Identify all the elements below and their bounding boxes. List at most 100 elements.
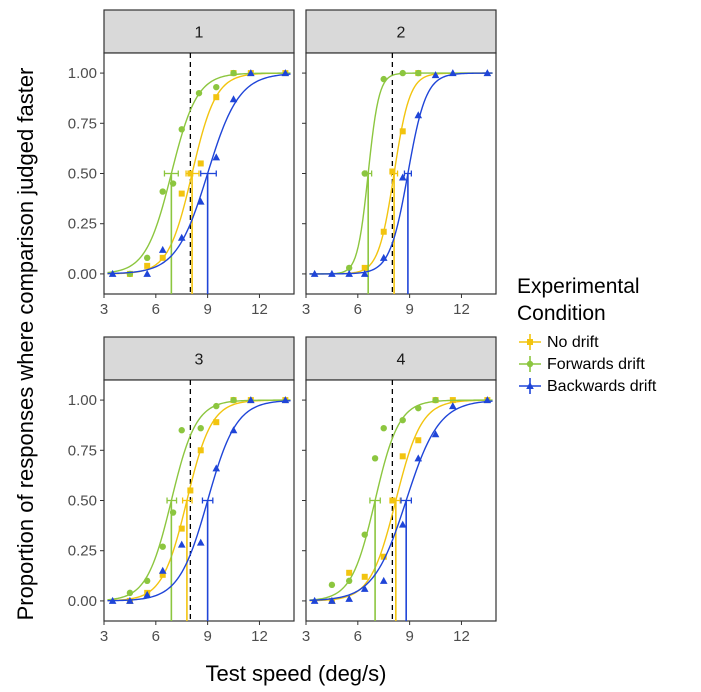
data-point-forwards-drift <box>143 577 151 585</box>
data-point-forwards-drift <box>143 254 151 262</box>
y-tick-label: 0.75 <box>68 442 97 459</box>
data-point-backwards-drift <box>328 269 336 277</box>
data-point-no-drift <box>399 128 406 135</box>
data-point-backwards-drift <box>229 95 238 103</box>
panel-frame <box>103 379 295 622</box>
panel-strip-label: 1 <box>195 25 204 42</box>
data-point-no-drift <box>213 419 220 426</box>
x-tick-label: 3 <box>100 628 108 645</box>
data-point-backwards-drift <box>345 269 353 277</box>
data-point-no-drift <box>415 437 422 444</box>
series-backwards-drift <box>309 396 493 621</box>
data-point-no-drift <box>399 453 406 460</box>
data-point-no-drift <box>178 525 185 532</box>
data-point-forwards-drift <box>169 180 177 187</box>
data-point-backwards-drift <box>379 576 388 584</box>
data-point-backwards-drift <box>281 396 290 404</box>
data-point-forwards-drift <box>328 581 336 589</box>
data-point-backwards-drift <box>360 269 369 277</box>
series-backwards-drift <box>309 69 493 294</box>
x-tick-label: 6 <box>152 628 160 645</box>
data-point-backwards-drift <box>431 71 440 79</box>
data-point-backwards-drift <box>158 245 167 253</box>
data-point-backwards-drift <box>247 69 255 77</box>
data-point-no-drift <box>159 571 166 578</box>
x-tick-label: 9 <box>203 628 211 645</box>
y-tick-label: 0.50 <box>68 166 97 183</box>
y-tick-label: 0.75 <box>68 115 97 132</box>
data-point-backwards-drift <box>126 596 134 604</box>
legend-label-no-drift: No drift <box>547 334 599 351</box>
x-tick-label: 3 <box>302 301 310 318</box>
data-point-forwards-drift <box>380 75 387 83</box>
x-tick-label: 12 <box>453 628 470 645</box>
y-tick-label: 0.25 <box>68 216 97 233</box>
data-point-backwards-drift <box>310 596 319 604</box>
data-point-forwards-drift <box>415 404 422 412</box>
data-point-forwards-drift <box>432 396 439 404</box>
data-point-no-drift <box>380 228 387 235</box>
data-point-forwards-drift <box>230 69 237 77</box>
data-point-backwards-drift <box>212 464 221 472</box>
data-point-no-drift <box>389 168 396 175</box>
data-point-backwards-drift <box>360 584 369 592</box>
x-tick-label: 12 <box>453 301 470 318</box>
panel-plot-area <box>107 380 291 621</box>
data-point-no-drift <box>197 160 204 167</box>
legend-label-forwards-drift: Forwards drift <box>547 356 645 373</box>
x-tick-label: 6 <box>152 301 160 318</box>
x-axis-label: Test speed (deg/s) <box>206 661 387 686</box>
data-point-backwards-drift <box>143 269 151 277</box>
legend-key-marker-forwards-drift <box>526 360 534 368</box>
data-point-forwards-drift <box>169 509 177 516</box>
data-point-backwards-drift <box>449 402 457 410</box>
data-point-backwards-drift <box>177 233 186 241</box>
data-point-no-drift <box>361 573 368 580</box>
data-point-backwards-drift <box>143 590 151 598</box>
data-point-no-drift <box>389 497 396 504</box>
data-point-forwards-drift <box>230 396 237 404</box>
y-tick-label: 0.00 <box>68 266 97 283</box>
panel-frame <box>305 52 497 295</box>
panel-plot-area <box>309 53 493 294</box>
data-point-no-drift <box>187 487 194 494</box>
data-point-backwards-drift <box>212 153 221 161</box>
data-point-forwards-drift <box>415 69 422 77</box>
panel-plot-area <box>107 53 291 294</box>
panel-strip-label: 3 <box>195 352 204 369</box>
data-point-backwards-drift <box>196 538 205 546</box>
data-point-forwards-drift <box>380 425 387 432</box>
fit-curve-forwards-drift <box>107 399 291 601</box>
series-backwards-drift <box>107 69 291 294</box>
fit-curve-backwards-drift <box>107 400 291 602</box>
x-tick-label: 12 <box>251 628 268 645</box>
y-tick-label: 0.00 <box>68 593 97 610</box>
fit-curve-backwards-drift <box>309 400 493 602</box>
fit-curve-backwards-drift <box>309 72 493 275</box>
legend-title-line-2: Condition <box>517 302 606 325</box>
data-point-backwards-drift <box>449 69 457 77</box>
data-point-no-drift <box>187 170 194 177</box>
y-tick-label: 1.00 <box>68 392 97 409</box>
data-point-forwards-drift <box>195 89 203 97</box>
data-point-backwards-drift <box>158 566 167 574</box>
data-point-no-drift <box>197 447 204 454</box>
data-point-backwards-drift <box>108 596 117 604</box>
x-tick-label: 9 <box>405 628 413 645</box>
data-point-no-drift <box>380 553 387 560</box>
data-point-no-drift <box>346 569 353 576</box>
panels-layer: 1 0.00 0.25 0.50 0.75 1.00 3 6 9 12 2 3 6 9 12 3 0.00 0.2… <box>68 9 497 645</box>
data-point-backwards-drift <box>398 520 407 528</box>
data-point-backwards-drift <box>414 454 423 462</box>
x-tick-label: 9 <box>203 301 211 318</box>
legend-label-backwards-drift: Backwards drift <box>547 378 657 395</box>
series-forwards-drift <box>107 69 291 294</box>
panel-strip <box>305 336 497 381</box>
data-point-forwards-drift <box>213 83 220 91</box>
panel-strip <box>103 336 295 381</box>
data-point-backwards-drift <box>177 540 186 548</box>
legend-keys <box>519 334 541 394</box>
data-point-forwards-drift <box>159 543 166 550</box>
data-point-backwards-drift <box>196 197 205 205</box>
data-point-backwards-drift <box>108 269 117 277</box>
